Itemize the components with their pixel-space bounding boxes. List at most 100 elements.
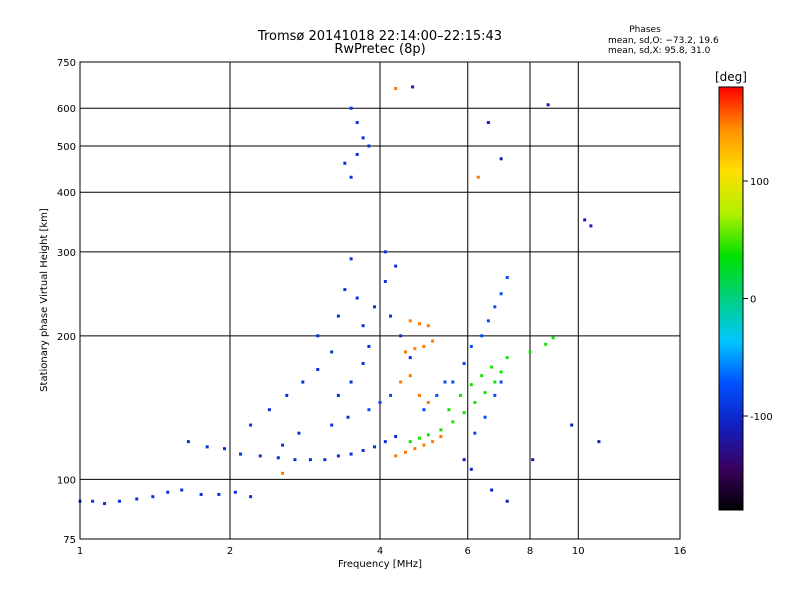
data-point [493, 393, 497, 397]
data-point [355, 121, 359, 125]
data-point [330, 423, 334, 427]
data-point [249, 423, 253, 427]
data-point [486, 319, 490, 323]
data-point [233, 490, 237, 494]
data-point [349, 257, 353, 261]
data-point [499, 380, 503, 384]
data-point [417, 322, 421, 326]
data-point [373, 305, 377, 309]
data-point [383, 279, 387, 283]
data-point [349, 452, 353, 456]
data-point [399, 380, 403, 384]
data-point [367, 408, 371, 412]
data-point [480, 374, 484, 378]
data-points [78, 85, 601, 506]
data-point [426, 324, 430, 328]
data-point [408, 356, 412, 360]
data-point [316, 367, 320, 371]
data-point [462, 361, 466, 365]
y-tick-label: 300 [57, 248, 76, 259]
phase-stats-x-line: mean, sd,X: 95.8, 31.0 [608, 46, 711, 56]
x-tick-label: 10 [572, 546, 585, 557]
data-point [426, 400, 430, 404]
data-point [349, 175, 353, 179]
x-tick-label: 2 [227, 546, 233, 557]
data-point [135, 497, 139, 501]
data-point [486, 121, 490, 125]
data-point [281, 443, 285, 447]
y-tick-label: 600 [57, 104, 76, 115]
data-point [367, 144, 371, 148]
data-point [408, 374, 412, 378]
y-axis-ticks: 75 100 200 300 400 500 600 750 [57, 58, 76, 546]
data-point [199, 492, 203, 496]
phase-stats-o-line: mean, sd,O: −73.2, 19.6 [608, 36, 719, 46]
data-point [411, 85, 415, 89]
data-point [343, 161, 347, 165]
data-point [293, 458, 297, 462]
data-point [330, 350, 334, 354]
data-point [316, 334, 320, 338]
data-point [451, 420, 455, 424]
data-point [217, 492, 221, 496]
data-point [281, 471, 285, 475]
data-point [546, 103, 550, 107]
data-point [394, 86, 398, 90]
y-tick-label: 750 [57, 58, 76, 69]
data-point [403, 450, 407, 454]
data-point [343, 288, 347, 292]
data-point [361, 136, 365, 140]
data-point [378, 400, 382, 404]
data-point [151, 495, 155, 499]
plot-area: 1 2 4 6 8 10 16 75 100 200 300 400 500 600 750 [57, 58, 686, 557]
y-tick-label: 400 [57, 188, 76, 199]
data-point [361, 448, 365, 452]
data-point [570, 423, 574, 427]
data-point [166, 490, 170, 494]
data-point [469, 383, 473, 387]
data-point [267, 408, 271, 412]
data-point [439, 435, 443, 439]
data-point [499, 370, 503, 374]
data-point [490, 488, 494, 492]
data-point [355, 152, 359, 156]
data-point [458, 393, 462, 397]
data-point [373, 445, 377, 449]
plot-frame [79, 61, 681, 540]
data-point [408, 440, 412, 444]
data-point [361, 324, 365, 328]
colorbar-gradient [718, 86, 744, 511]
data-point [399, 334, 403, 338]
x-tick-label: 16 [674, 546, 687, 557]
data-point [394, 264, 398, 268]
data-point [336, 454, 340, 458]
data-point [349, 106, 353, 110]
data-point [439, 428, 443, 432]
data-point [551, 336, 555, 340]
data-point [499, 157, 503, 161]
data-point [422, 443, 426, 447]
y-tick-label: 100 [57, 475, 76, 486]
data-point [451, 380, 455, 384]
data-point [422, 408, 426, 412]
data-point [597, 440, 601, 444]
data-point [417, 436, 421, 440]
x-axis-label: Frequency [MHz] [338, 559, 422, 570]
data-point [583, 218, 587, 222]
data-point [223, 447, 227, 451]
data-point [394, 435, 398, 439]
data-point [403, 350, 407, 354]
data-point [413, 347, 417, 351]
colorbar-tick-label: -100 [750, 412, 773, 423]
data-point [394, 454, 398, 458]
data-point [422, 344, 426, 348]
data-point [473, 400, 477, 404]
data-point [383, 440, 387, 444]
data-point [346, 415, 350, 419]
data-point [493, 305, 497, 309]
colorbar-tick-label: 100 [750, 177, 769, 188]
data-point [476, 175, 480, 179]
grid-lines [80, 62, 680, 539]
data-point [301, 380, 305, 384]
data-point [408, 319, 412, 323]
